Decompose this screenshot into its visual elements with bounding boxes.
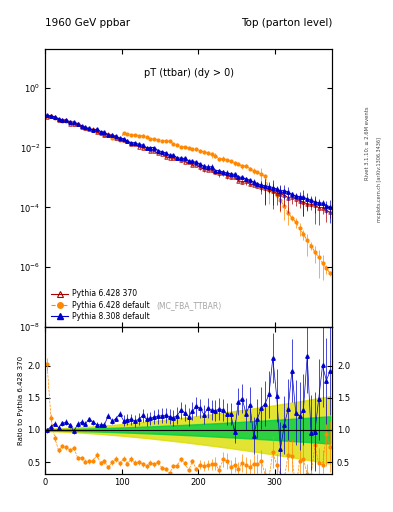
Text: mcplots.cern.ch [arXiv:1306.3436]: mcplots.cern.ch [arXiv:1306.3436]: [377, 137, 382, 222]
Text: Rivet 3.1.10; ≥ 2.6M events: Rivet 3.1.10; ≥ 2.6M events: [365, 106, 370, 180]
Y-axis label: Ratio to Pythia 6.428 370: Ratio to Pythia 6.428 370: [18, 356, 24, 445]
Text: (MC_FBA_TTBAR): (MC_FBA_TTBAR): [156, 302, 221, 310]
Text: 1960 GeV ppbar: 1960 GeV ppbar: [45, 18, 130, 28]
Text: pT (ttbar) (dy > 0): pT (ttbar) (dy > 0): [143, 68, 234, 78]
Legend: Pythia 6.428 370, Pythia 6.428 default, Pythia 8.308 default: Pythia 6.428 370, Pythia 6.428 default, …: [49, 287, 152, 323]
Text: Top (parton level): Top (parton level): [241, 18, 332, 28]
